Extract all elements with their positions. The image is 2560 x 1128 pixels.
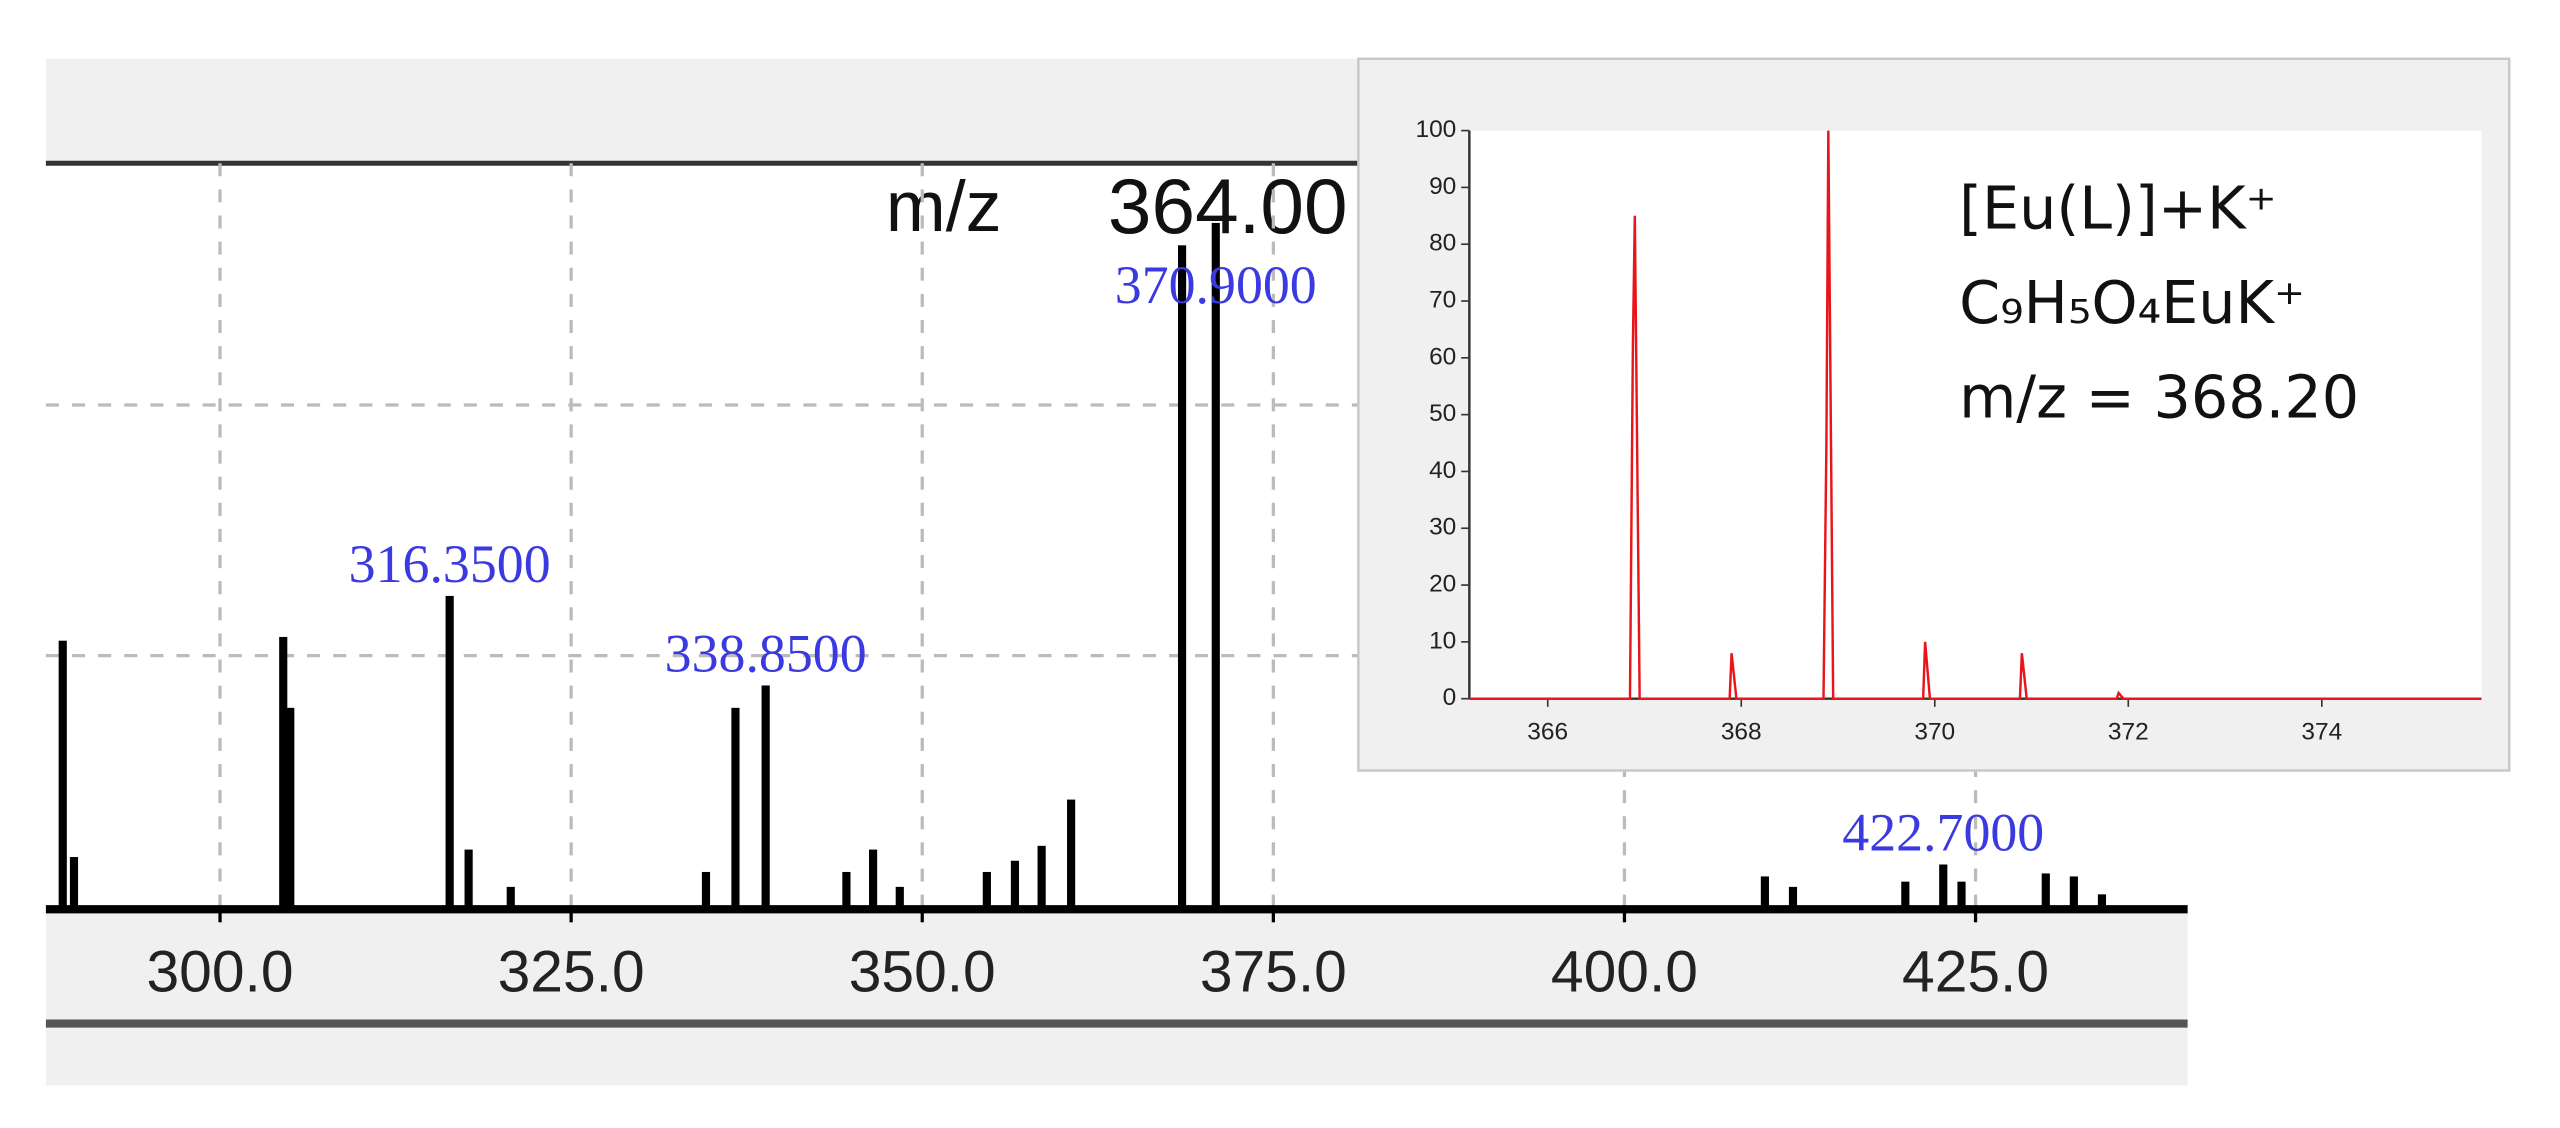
peak	[1957, 881, 1966, 910]
peak	[1010, 860, 1020, 910]
peak	[869, 849, 878, 910]
y-tick-label: 50	[1429, 400, 1456, 427]
y-tick-label: 20	[1429, 571, 1456, 598]
y-tick-label: 10	[1429, 627, 1456, 654]
peak	[842, 871, 851, 910]
peak	[982, 871, 991, 910]
y-tick-label: 40	[1429, 457, 1456, 484]
peak	[506, 886, 515, 910]
peak	[279, 636, 288, 910]
peak	[2069, 876, 2078, 910]
y-tick-label: 0	[1443, 684, 1457, 711]
peak	[1760, 876, 1769, 910]
peak	[445, 595, 454, 910]
y-tick-label: 70	[1429, 286, 1456, 313]
peak	[69, 857, 79, 910]
peak-label: 422.7000	[1842, 803, 2044, 863]
x-tick-label: 425.0	[1902, 940, 2049, 1005]
peak	[761, 685, 770, 910]
peak-label: 370.9000	[1115, 255, 1317, 315]
cursor-value: 364.00	[1108, 162, 1348, 250]
peak	[1177, 245, 1187, 910]
x-tick-label: 325.0	[498, 940, 645, 1005]
peak-label: 338.8500	[665, 624, 867, 684]
x-tick-label: 375.0	[1200, 940, 1347, 1005]
peak	[1939, 864, 1948, 910]
peak	[2097, 894, 2107, 910]
x-tick-label: 400.0	[1551, 940, 1698, 1005]
x-tick-label: 370	[1914, 718, 1955, 745]
spectrum-line	[1469, 130, 2482, 700]
x-tick-label: 350.0	[849, 940, 996, 1005]
peak-label: 316.3500	[349, 534, 551, 594]
formula-text: m/z = 368.20	[1959, 363, 2359, 432]
peak	[286, 707, 295, 910]
y-tick-label: 30	[1429, 514, 1456, 541]
cursor-label: m/z	[886, 167, 1002, 247]
x-tick-label: 368	[1721, 718, 1762, 745]
x-tick-label: 374	[2301, 718, 2342, 745]
x-tick-label: 372	[2108, 718, 2149, 745]
peak	[1788, 886, 1798, 910]
peak	[731, 707, 740, 910]
x-tick-label: 366	[1527, 718, 1568, 745]
y-tick-label: 90	[1429, 173, 1456, 200]
peak	[701, 871, 711, 910]
peak	[1211, 222, 1220, 910]
peak	[2041, 873, 2050, 910]
peak	[895, 886, 904, 910]
peak	[1901, 881, 1910, 910]
x-tick-label: 300.0	[147, 940, 294, 1005]
y-tick-label: 60	[1429, 343, 1456, 370]
peak	[1037, 845, 1046, 910]
y-tick-label: 100	[1415, 116, 1456, 143]
peak	[58, 640, 67, 910]
peak	[464, 849, 473, 910]
peak	[1067, 799, 1076, 910]
formula-text: [Eu(L)]+K⁺	[1959, 173, 2277, 242]
inset-chart: 0 10 20 30 40 50 60 70 80 90 100 366 368 370 372 374 [Eu…	[1415, 116, 2482, 745]
main-chart: 300.0 325.0 350.0 375.0 400.0 425.0 316.3500 33…	[45, 163, 2188, 1005]
y-tick-label: 80	[1429, 230, 1456, 257]
formula-text: C₉H₅O₄EuK⁺	[1959, 268, 2305, 337]
